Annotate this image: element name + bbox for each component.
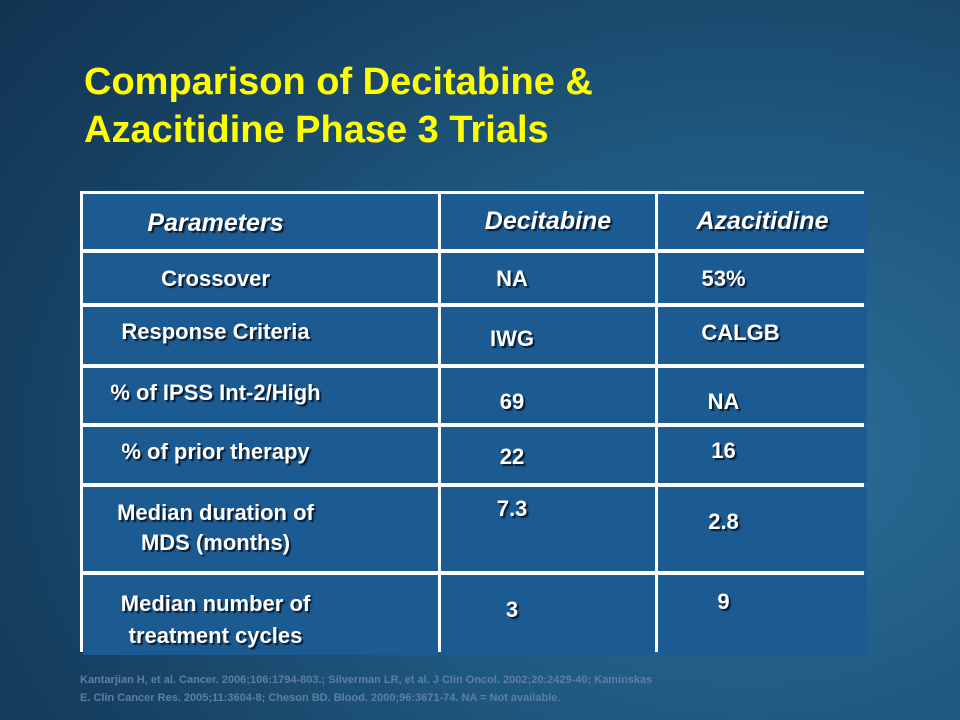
slide-title: Comparison of Decitabine & Azacitidine P… [84, 58, 904, 154]
row-crossover-parameter: Crossover [83, 253, 438, 303]
row-response-criteria-azacitidine: CALGB [658, 307, 867, 364]
row-crossover-azacitidine: 53% [658, 253, 867, 303]
references-line-1: Kantarjian H, et al. Cancer. 2006;106:17… [80, 674, 653, 686]
row-median-cycles-parameter: Median number of treatment cycles [83, 575, 438, 655]
row-crossover-decitabine: NA [441, 253, 655, 303]
row-prior-therapy-decitabine: 22 [441, 427, 655, 483]
row-prior-therapy-parameter: % of prior therapy [83, 427, 438, 483]
row-ipss-parameter: % of IPSS Int-2/High [83, 368, 438, 423]
row-median-cycles-azacitidine: 9 [658, 575, 867, 655]
slide-title-line-2: Azacitidine Phase 3 Trials [84, 109, 549, 151]
row-ipss-azacitidine: NA [658, 368, 867, 423]
row-response-criteria-parameter: Response Criteria [83, 307, 438, 364]
header-parameters: Parameters [83, 194, 438, 249]
references-footnote: Kantarjian H, et al. Cancer. 2006;106:17… [80, 671, 880, 707]
row-response-criteria-decitabine: IWG [441, 307, 655, 364]
header-decitabine: Decitabine [441, 194, 655, 249]
row-prior-therapy-azacitidine: 16 [658, 427, 867, 483]
references-line-2: E. Clin Cancer Res. 2005;11:3604-8; Ches… [80, 692, 561, 704]
row-ipss-decitabine: 69 [441, 368, 655, 423]
comparison-table: Parameters Decitabine Azacitidine Crosso… [80, 191, 867, 655]
header-azacitidine: Azacitidine [658, 194, 867, 249]
row-median-duration-parameter: Median duration of MDS (months) [83, 487, 438, 571]
row-median-duration-azacitidine: 2.8 [658, 487, 867, 571]
row-median-duration-decitabine: 7.3 [441, 487, 655, 571]
row-median-cycles-decitabine: 3 [441, 575, 655, 655]
slide-title-line-1: Comparison of Decitabine & [84, 61, 593, 103]
